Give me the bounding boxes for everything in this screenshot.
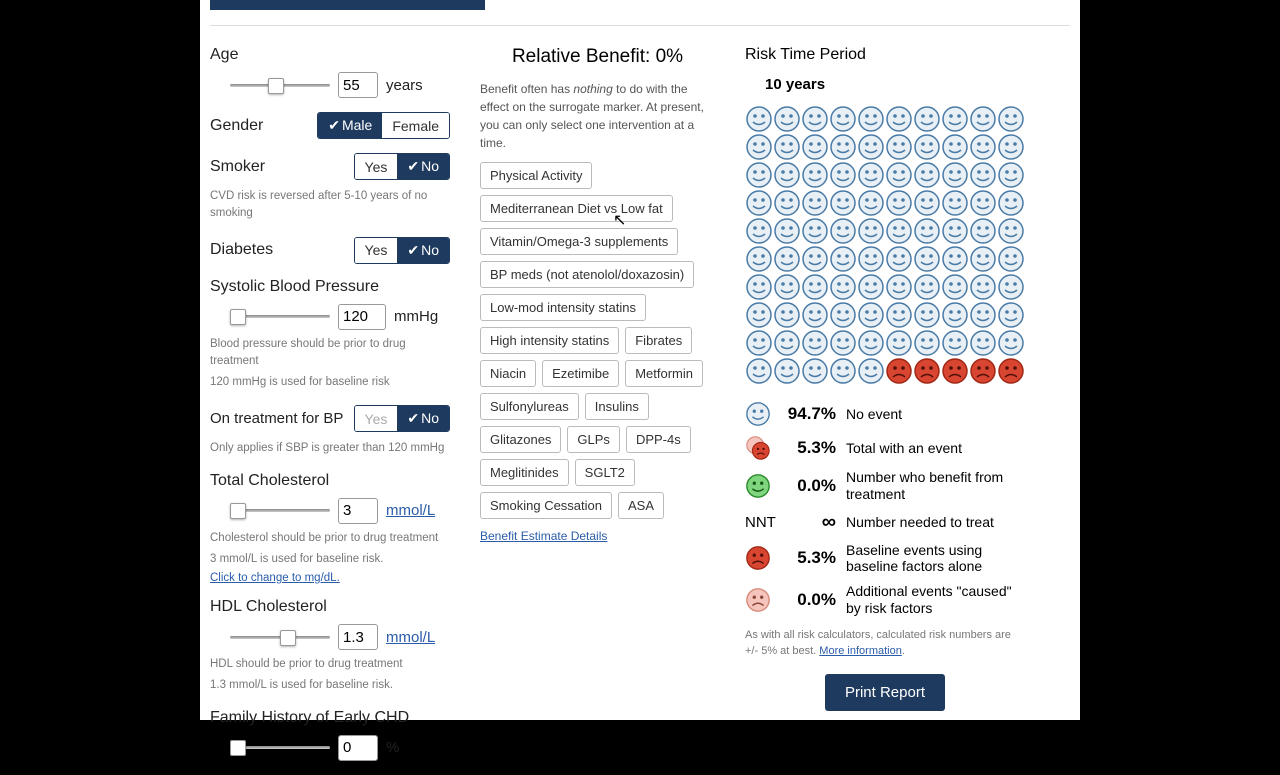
intervention-button[interactable]: High intensity statins [480, 327, 619, 354]
sbp-slider[interactable] [230, 315, 330, 318]
tc-change-link[interactable]: Click to change to mg/dL. [210, 572, 450, 584]
smoker-help: CVD risk is reversed after 5-10 years of… [210, 188, 450, 223]
sbp-help1: Blood pressure should be prior to drug t… [210, 336, 450, 371]
intervention-button[interactable]: BP meds (not atenolol/doxazosin) [480, 261, 694, 288]
hdl-input[interactable] [338, 624, 378, 650]
age-slider[interactable] [230, 84, 330, 87]
intervention-button[interactable]: Niacin [480, 360, 536, 387]
intervention-button[interactable]: Metformin [625, 360, 703, 387]
intervention-button[interactable]: Vitamin/Omega-3 supplements [480, 228, 678, 255]
gender-male[interactable]: ✔Male [318, 113, 382, 138]
sbp-input[interactable] [338, 304, 386, 330]
smoker-no[interactable]: ✔No [397, 154, 449, 179]
smoker-label: Smoker [210, 158, 265, 176]
header-bar [210, 0, 485, 10]
bptreat-no[interactable]: ✔No [397, 406, 449, 431]
intervention-button[interactable]: Insulins [585, 393, 649, 420]
intervention-button[interactable]: Fibrates [625, 327, 692, 354]
sbp-unit: mmHg [394, 308, 438, 325]
hdl-slider[interactable] [230, 636, 330, 639]
risk-period: 10 years [765, 76, 1025, 93]
intervention-button[interactable]: GLPs [567, 426, 620, 453]
gender-female[interactable]: Female [382, 113, 449, 138]
intervention-button[interactable]: Physical Activity [480, 162, 592, 189]
diabetes-no[interactable]: ✔No [397, 238, 449, 263]
intervention-button[interactable]: ASA [618, 492, 664, 519]
benefit-title: Relative Benefit: 0% [480, 46, 715, 68]
intervention-button[interactable]: Smoking Cessation [480, 492, 612, 519]
diabetes-label: Diabetes [210, 241, 273, 259]
legend-row: 0.0%Additional events "caused" by risk f… [745, 583, 1025, 617]
hdl-help2: 1.3 mmol/L is used for baseline risk. [210, 677, 450, 694]
smoker-toggle: Yes ✔No [354, 153, 450, 180]
divider [210, 25, 1070, 26]
intervention-button[interactable]: Sulfonylureas [480, 393, 579, 420]
intervention-button[interactable]: DPP-4s [626, 426, 691, 453]
diabetes-toggle: Yes ✔No [354, 237, 450, 264]
tc-slider[interactable] [230, 509, 330, 512]
age-label: Age [210, 46, 450, 64]
tc-label: Total Cholesterol [210, 472, 450, 490]
sbp-label: Systolic Blood Pressure [210, 278, 450, 296]
fhx-input[interactable] [338, 735, 378, 761]
smoker-yes[interactable]: Yes [355, 154, 398, 179]
risk-title: Risk Time Period [745, 46, 1025, 64]
fhx-slider[interactable] [230, 746, 330, 749]
intervention-button[interactable]: Glitazones [480, 426, 561, 453]
hdl-unit-link[interactable]: mmol/L [386, 629, 435, 646]
intervention-list: Physical Activity Mediterranean Diet vs L… [480, 162, 715, 519]
hdl-help1: HDL should be prior to drug treatment [210, 656, 450, 673]
intervention-button[interactable]: SGLT2 [575, 459, 635, 486]
tc-help2: 3 mmol/L is used for baseline risk. [210, 551, 450, 568]
face-grid [745, 105, 1025, 385]
age-input[interactable] [338, 72, 378, 98]
diabetes-yes[interactable]: Yes [355, 238, 398, 263]
gender-toggle: ✔Male Female [317, 112, 450, 139]
benefit-details-link[interactable]: Benefit Estimate Details [480, 529, 607, 543]
risk-legend: 94.7%No event 5.3%Total with an event 0.0%… [745, 401, 1025, 617]
more-info-link[interactable]: More information [819, 645, 902, 657]
risk-disclaimer: As with all risk calculators, calculated… [745, 627, 1025, 660]
bptreat-label: On treatment for BP [210, 410, 343, 427]
intervention-button[interactable]: Low-mod intensity statins [480, 294, 646, 321]
fhx-unit: % [386, 739, 399, 756]
intervention-button[interactable]: Meglitinides [480, 459, 569, 486]
age-unit: years [386, 77, 423, 94]
bptreat-toggle: Yes ✔No [354, 405, 450, 432]
legend-row: 5.3%Baseline events using baseline facto… [745, 542, 1025, 576]
tc-input[interactable] [338, 498, 378, 524]
gender-label: Gender [210, 117, 263, 135]
fhx-label: Family History of Early CHD [210, 709, 450, 727]
hdl-label: HDL Cholesterol [210, 598, 450, 616]
intervention-button[interactable]: Mediterranean Diet vs Low fat [480, 195, 673, 222]
legend-row: NNT∞Number needed to treat [745, 511, 1025, 534]
sbp-help2: 120 mmHg is used for baseline risk [210, 374, 450, 391]
legend-row: 5.3%Total with an event [745, 435, 1025, 461]
legend-row: 0.0%Number who benefit from treatment [745, 469, 1025, 503]
tc-help1: Cholesterol should be prior to drug trea… [210, 530, 450, 547]
tc-unit-link[interactable]: mmol/L [386, 502, 435, 519]
bptreat-help: Only applies if SBP is greater than 120 … [210, 440, 450, 457]
benefit-description: Benefit often has nothing to do with the… [480, 80, 715, 152]
legend-row: 94.7%No event [745, 401, 1025, 427]
print-button[interactable]: Print Report [825, 674, 945, 711]
intervention-button[interactable]: Ezetimibe [542, 360, 619, 387]
bptreat-yes[interactable]: Yes [355, 406, 398, 431]
